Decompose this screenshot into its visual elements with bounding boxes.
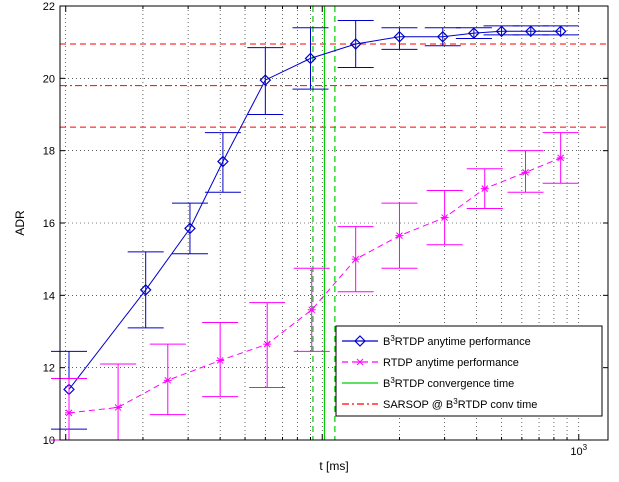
data-point <box>307 306 316 314</box>
data-point <box>217 155 229 168</box>
legend-label: B3RTDP convergence time <box>383 376 514 390</box>
legend-marker <box>356 358 364 366</box>
data-point <box>259 74 272 86</box>
reference-lines <box>60 6 608 440</box>
data-point <box>114 404 123 411</box>
data-point <box>393 30 406 43</box>
data-point <box>436 30 449 43</box>
legend-label: SARSOP @ B3RTDP conv time <box>383 397 537 411</box>
data-point <box>524 25 537 38</box>
legend-label: B3RTDP anytime performance <box>383 334 531 348</box>
y-tick-label: 20 <box>43 73 55 85</box>
series-group <box>51 19 579 441</box>
y-tick-label: 12 <box>43 363 55 375</box>
data-point <box>139 284 152 296</box>
data-point <box>351 255 360 263</box>
data-point <box>556 154 565 162</box>
data-point <box>184 222 196 235</box>
data-point <box>554 25 567 38</box>
data-point <box>216 357 225 364</box>
y-tick-label: 16 <box>43 218 55 230</box>
data-point <box>495 25 508 38</box>
legend: B3RTDP anytime performance RTDP anytime p… <box>335 325 603 417</box>
data-point <box>163 376 172 384</box>
y-tick-label: 18 <box>43 146 55 158</box>
data-point <box>349 38 362 50</box>
x-axis-label: t [ms] <box>319 459 348 473</box>
y-tick-label: 22 <box>43 1 55 13</box>
legend-label: RTDP anytime performance <box>383 357 519 369</box>
data-point <box>304 52 317 65</box>
legend-marker <box>354 335 366 347</box>
data-point <box>395 232 404 240</box>
axis-ticks: 10 12 14 16 18 20 22 103 <box>43 1 608 458</box>
data-point <box>521 169 530 176</box>
y-tick-label: 14 <box>43 290 55 302</box>
data-point <box>263 340 272 348</box>
y-axis-label: ADR <box>13 210 27 236</box>
data-point <box>440 214 449 221</box>
data-point <box>65 409 74 417</box>
x-tick-label: 103 <box>570 443 587 458</box>
y-tick-label: 10 <box>43 435 55 447</box>
legend-box <box>335 325 603 417</box>
data-point <box>480 185 489 192</box>
rtdp-line <box>68 157 561 414</box>
data-point <box>468 27 480 39</box>
